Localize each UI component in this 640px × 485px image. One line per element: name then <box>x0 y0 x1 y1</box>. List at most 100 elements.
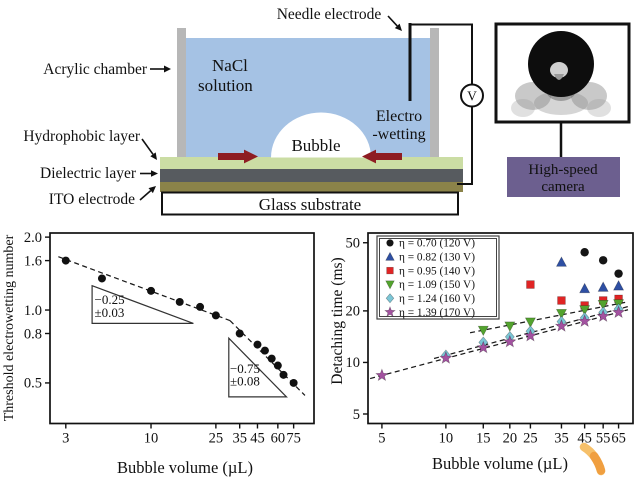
force-arrow-right <box>362 149 402 164</box>
x-tick-label: 55 <box>596 431 611 447</box>
chamber-wall-left <box>177 28 186 158</box>
series-eta-1.09 <box>477 299 625 337</box>
y-tick-label: 1.0 <box>24 303 42 319</box>
data-point-marker <box>385 280 395 290</box>
detach-chart-xlabel: Bubble volume (µL) <box>432 454 568 473</box>
data-point-marker <box>524 317 536 328</box>
data-point-marker <box>596 309 610 322</box>
camera-box <box>507 157 620 197</box>
x-tick-label: 65 <box>611 431 626 447</box>
detach-chart-ylabel: Detaching time (ms) <box>330 257 346 384</box>
data-point-marker <box>504 321 516 332</box>
x-tick-label: 45 <box>577 431 592 447</box>
orange-swoosh-artifact <box>579 442 606 476</box>
glass-substrate-label: Glass substrate <box>259 195 361 214</box>
y-tick-label: 5 <box>353 407 360 423</box>
hydrophobic-layer-pointer-head <box>150 152 157 160</box>
series-eta-0.82 <box>555 256 625 294</box>
legend-label: η = 0.70 (120 V) <box>399 238 475 250</box>
series-threshold-electrowetting-number <box>61 256 298 387</box>
needle-electrode <box>408 23 412 101</box>
needle-electrode-pointer <box>387 15 398 27</box>
data-point-marker <box>476 340 490 354</box>
x-tick-label: 5 <box>378 431 385 447</box>
nacl-label-2: solution <box>198 76 253 95</box>
bubble-photo <box>511 31 611 117</box>
data-point-marker <box>579 305 591 316</box>
y-tick-label: 0.5 <box>24 376 42 392</box>
plot-frame <box>49 232 315 425</box>
series-eta-1.39 <box>375 305 626 382</box>
x-tick-label: 3 <box>62 431 69 447</box>
y-tick-label: 50 <box>346 236 361 252</box>
y-tick-label: 0.8 <box>24 326 42 342</box>
data-point-marker <box>598 256 608 265</box>
data-point-marker <box>597 299 609 311</box>
slope-label: −0.25 <box>94 292 124 307</box>
data-point-marker <box>386 239 394 247</box>
x-tick-label: 25 <box>523 431 538 447</box>
data-point-marker <box>555 309 567 320</box>
bubble-shape <box>271 112 371 158</box>
electrowetting-label-2: -wetting <box>372 126 425 143</box>
data-point-marker <box>557 296 566 305</box>
ito-electrode-pointer <box>139 189 152 201</box>
hydrophobic-layer-pointer <box>141 138 154 155</box>
data-point-marker <box>235 329 244 338</box>
data-point-marker <box>555 256 567 267</box>
threshold-chart-xlabel: Bubble volume (µL) <box>117 458 253 477</box>
voltmeter-label: V <box>467 89 477 104</box>
legend-label: η = 0.95 (140 V) <box>399 265 475 277</box>
data-point-marker <box>580 248 589 257</box>
x-tick-label: 25 <box>209 431 224 447</box>
fit-line <box>469 301 629 334</box>
y-tick-label: 10 <box>346 355 361 371</box>
data-point-marker <box>253 340 262 349</box>
x-tick-label: 35 <box>554 431 569 447</box>
y-tick-label: 1.6 <box>24 253 42 269</box>
acrylic-chamber-pointer-head <box>164 65 171 73</box>
legend-item: η = 0.95 (140 V) <box>386 265 475 277</box>
force-arrow-left <box>218 149 258 164</box>
experimental-setup-diagram: Glass substrate Bubble Electro -wetting … <box>23 6 631 216</box>
data-point-marker <box>597 281 609 292</box>
data-point-marker <box>61 256 70 265</box>
data-point-marker <box>196 302 205 311</box>
data-point-marker <box>523 328 538 342</box>
legend-label: η = 1.09 (150 V) <box>399 279 475 291</box>
data-point-marker <box>260 346 269 355</box>
x-tick-label: 35 <box>232 431 247 447</box>
bubble-label: Bubble <box>291 136 340 155</box>
circuit-wire-top <box>410 23 473 85</box>
data-point-marker <box>97 274 106 283</box>
dielectric-layer-label: Dielectric layer <box>40 165 137 182</box>
circuit-wire-bottom <box>457 106 473 185</box>
detaching-time-chart: Detaching time (ms) 5 10 15 20 25 35 45 55 65 50 2… <box>330 232 634 476</box>
legend-label: η = 0.82 (130 V) <box>399 252 475 264</box>
x-tick-label: 45 <box>250 431 265 447</box>
needle-electrode-pointer-head <box>394 23 402 31</box>
series-eta-0.70 <box>580 248 623 278</box>
legend-label: η = 1.39 (170 V) <box>399 307 475 319</box>
data-point-marker <box>279 370 288 379</box>
nacl-label-1: NaCl <box>212 56 248 75</box>
data-point-marker <box>267 354 276 363</box>
ito-electrode-pointer-head <box>148 186 156 194</box>
slope-label: ±0.08 <box>230 374 260 389</box>
dielectric-layer-pointer-head <box>151 170 158 177</box>
hydrophobic-layer-label: Hydrophobic layer <box>23 128 140 145</box>
y-tick-label: 2.0 <box>24 230 42 246</box>
ito-electrode-label: ITO electrode <box>49 191 135 208</box>
chamber-wall-right <box>430 28 439 158</box>
data-point-marker <box>439 351 453 364</box>
slope-triangle <box>91 284 194 325</box>
plot-frame <box>367 232 634 425</box>
camera-label-2: camera <box>541 179 585 195</box>
data-point-marker <box>554 319 569 332</box>
data-point-marker <box>147 286 156 295</box>
legend-item: η = 1.39 (170 V) <box>384 305 475 319</box>
legend-item: η = 1.09 (150 V) <box>385 279 475 291</box>
data-point-marker <box>579 282 591 294</box>
needle-electrode-label: Needle electrode <box>277 6 382 23</box>
